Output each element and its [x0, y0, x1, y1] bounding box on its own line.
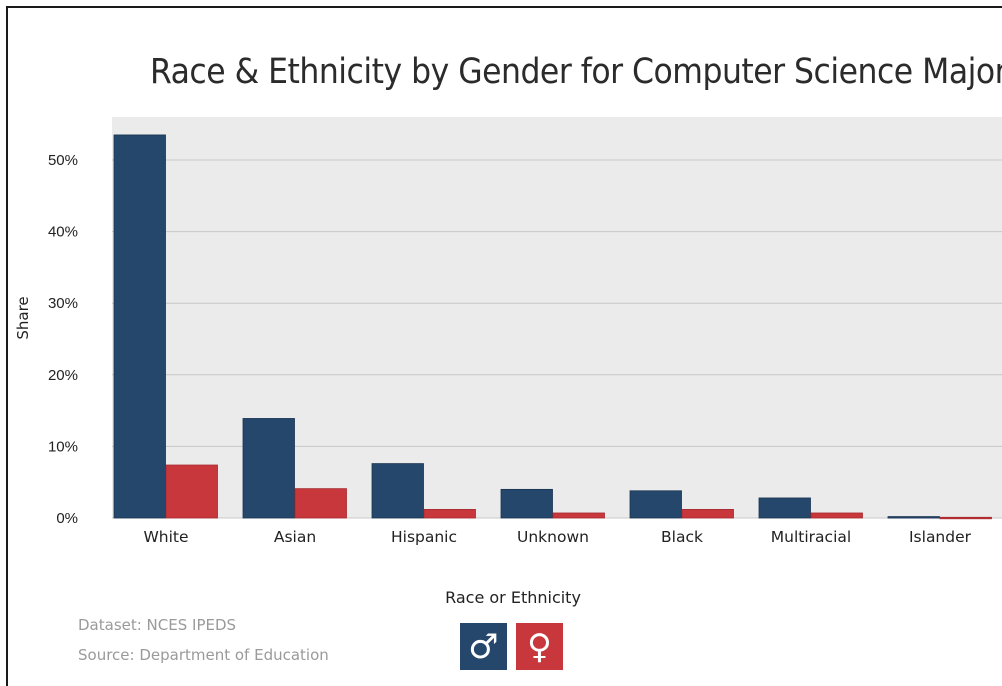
dataset-note: Dataset: NCES IPEDS [78, 616, 237, 634]
bar-male-hispanic[interactable] [371, 463, 424, 519]
source-note: Source: Department of Education [78, 646, 329, 664]
y-tick-label: 50% [48, 152, 78, 169]
bars [113, 134, 992, 520]
gridlines [112, 159, 1002, 519]
x-tick-label: Unknown [517, 528, 589, 546]
female-symbol-icon[interactable]: ♀ [516, 623, 563, 670]
bar-female-hispanic[interactable] [423, 509, 476, 519]
bar-female-unknown[interactable] [552, 512, 605, 519]
bar-female-multiracial[interactable] [810, 512, 863, 519]
bar-male-white[interactable] [113, 134, 166, 519]
male-symbol-icon[interactable]: ♂ [460, 623, 507, 670]
y-axis-label: Share [14, 296, 32, 339]
y-axis-ticks: 0% 10% 20% 30% 40% 50% [48, 152, 78, 527]
bar-female-black[interactable] [681, 509, 734, 519]
x-tick-label: White [143, 528, 188, 546]
x-tick-label: Islander [909, 528, 972, 546]
bar-female-white[interactable] [165, 464, 218, 519]
bar-male-asian[interactable] [242, 418, 295, 519]
legend: ♂ ♀ [460, 623, 563, 670]
bar-female-asian[interactable] [294, 488, 347, 519]
y-tick-label: 20% [48, 367, 78, 384]
bar-male-islander[interactable] [887, 516, 940, 519]
bar-female-islander[interactable] [939, 516, 992, 520]
x-tick-label: Hispanic [391, 528, 457, 546]
x-tick-label: Asian [274, 528, 316, 546]
bar-male-multiracial[interactable] [758, 497, 811, 519]
bar-male-unknown[interactable] [500, 488, 553, 519]
x-tick-label: Multiracial [771, 528, 851, 546]
bar-male-black[interactable] [629, 490, 682, 519]
y-tick-label: 0% [56, 510, 78, 527]
y-tick-label: 30% [48, 295, 78, 312]
x-tick-label: Black [661, 528, 703, 546]
y-tick-label: 10% [48, 438, 78, 455]
chart-frame [6, 6, 1002, 686]
chart-title: Race & Ethnicity by Gender for Computer … [150, 52, 1002, 92]
x-axis-ticks: White Asian Hispanic Unknown Black Multiracia… [143, 528, 971, 546]
y-tick-label: 40% [48, 224, 78, 241]
x-axis-label: Race or Ethnicity [445, 588, 581, 607]
